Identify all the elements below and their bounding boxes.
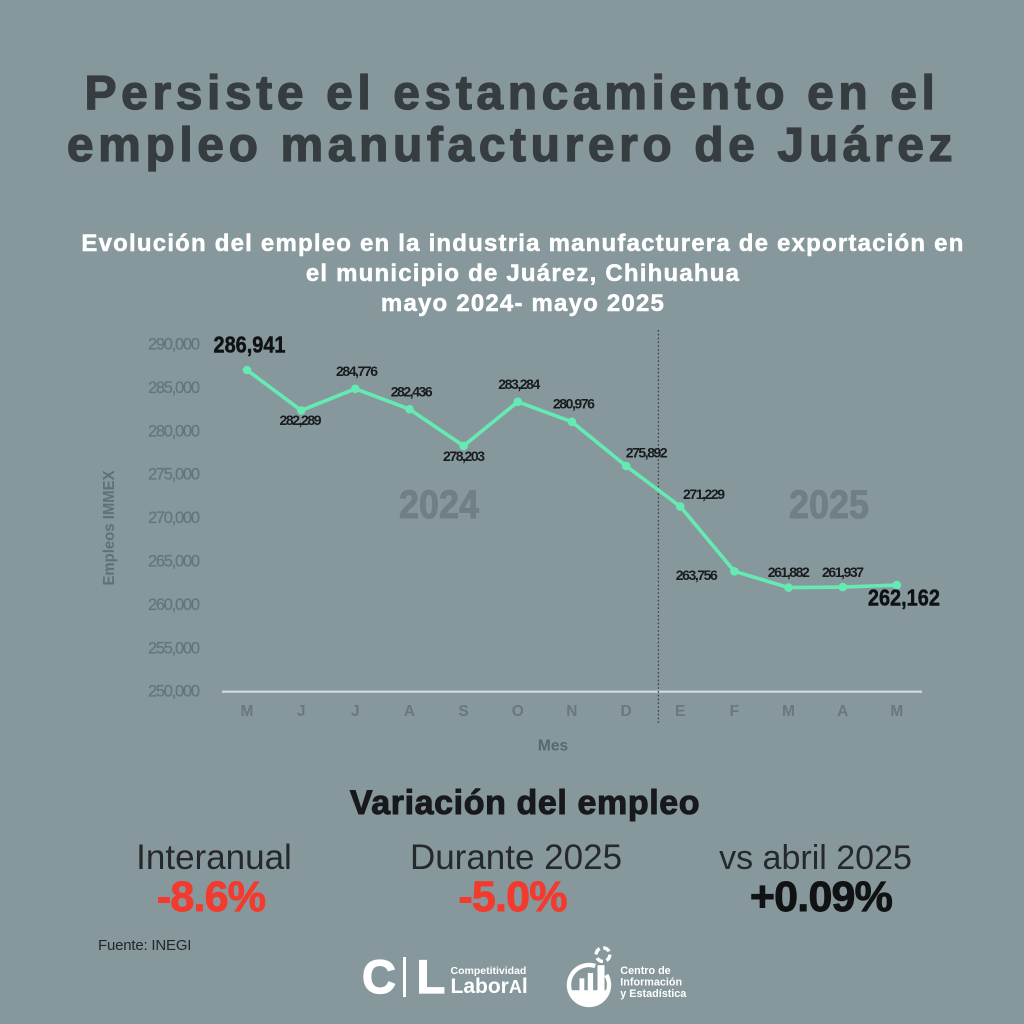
- svg-text:283,284: 283,284: [498, 376, 540, 392]
- svg-text:255,000: 255,000: [148, 639, 200, 657]
- svg-text:D: D: [620, 703, 631, 720]
- svg-text:Empleos IMMEX: Empleos IMMEX: [101, 470, 118, 586]
- svg-text:Centro de: Centro de: [620, 965, 670, 977]
- svg-text:271,229: 271,229: [683, 486, 725, 502]
- svg-text:M: M: [241, 703, 254, 720]
- svg-text:S: S: [458, 703, 468, 720]
- svg-text:285,000: 285,000: [148, 379, 200, 397]
- svg-text:A: A: [404, 703, 415, 720]
- svg-text:Mes: Mes: [538, 738, 568, 755]
- svg-text:278,203: 278,203: [443, 448, 485, 464]
- svg-text:N: N: [566, 703, 577, 720]
- svg-text:263,756: 263,756: [676, 567, 718, 583]
- svg-text:282,289: 282,289: [280, 412, 322, 428]
- svg-text:2024: 2024: [399, 483, 480, 527]
- svg-text:O: O: [512, 703, 524, 720]
- svg-text:y Estadística: y Estadística: [620, 988, 687, 1000]
- svg-text:284,776: 284,776: [336, 363, 378, 379]
- svg-text:280,000: 280,000: [148, 422, 200, 440]
- svg-text:282,436: 282,436: [391, 384, 433, 400]
- svg-text:275,892: 275,892: [626, 445, 668, 461]
- svg-text:E: E: [675, 703, 685, 720]
- svg-text:2025: 2025: [789, 483, 869, 527]
- svg-text:M: M: [782, 703, 795, 720]
- svg-text:286,941: 286,941: [214, 332, 286, 358]
- svg-text:275,000: 275,000: [148, 466, 200, 484]
- svg-text:250,000: 250,000: [148, 683, 200, 701]
- svg-text:262,162: 262,162: [868, 585, 940, 611]
- svg-text:M: M: [890, 703, 903, 720]
- svg-text:260,000: 260,000: [148, 596, 200, 614]
- svg-text:261,882: 261,882: [768, 564, 810, 580]
- svg-text:Información: Información: [620, 977, 682, 989]
- svg-text:J: J: [351, 703, 360, 720]
- svg-text:J: J: [297, 703, 306, 720]
- svg-text:270,000: 270,000: [148, 509, 200, 527]
- svg-text:265,000: 265,000: [148, 553, 200, 571]
- svg-text:290,000: 290,000: [148, 336, 200, 354]
- svg-text:F: F: [730, 703, 739, 720]
- svg-text:280,976: 280,976: [553, 395, 595, 411]
- svg-text:A: A: [837, 703, 848, 720]
- svg-text:261,937: 261,937: [822, 564, 864, 580]
